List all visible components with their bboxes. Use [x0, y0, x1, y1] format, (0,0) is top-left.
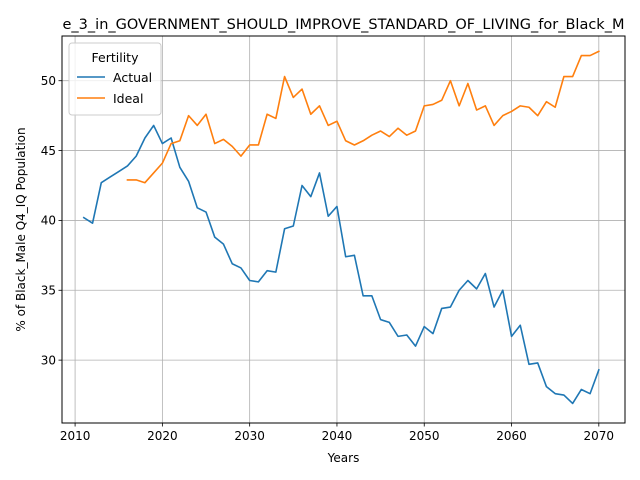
series-line-ideal	[126, 50, 600, 184]
x-tick-label: 2060	[496, 429, 527, 443]
x-axis-label: Years	[327, 451, 360, 465]
grid	[62, 36, 625, 423]
y-axis-label: % of Black_Male Q4_IQ Population	[14, 127, 28, 331]
plot-frame	[61, 35, 626, 424]
legend-label-actual: Actual	[113, 70, 152, 85]
y-tick-label: 50	[41, 74, 56, 88]
x-tick-label: 2050	[409, 429, 440, 443]
legend: Fertility Actual Ideal	[68, 42, 162, 116]
legend-box	[68, 42, 162, 116]
y-tick-label: 45	[41, 144, 56, 158]
x-tick-label: 2010	[60, 429, 91, 443]
y-tick-label: 35	[41, 284, 56, 298]
legend-title: Fertility	[92, 50, 140, 65]
legend-label-ideal: Ideal	[113, 91, 143, 106]
y-tick-label: 30	[41, 353, 56, 367]
x-tick-label: 2070	[584, 429, 615, 443]
x-tick-label: 2020	[147, 429, 178, 443]
x-tick-label: 2030	[234, 429, 265, 443]
x-tick-label: 2040	[322, 429, 353, 443]
chart-title: e_3_in_GOVERNMENT_SHOULD_IMPROVE_STANDAR…	[63, 17, 625, 33]
axis-ticks: 2010 2020 2030 2040 2050 2060 2070 30 35 40 45 50	[41, 74, 614, 443]
series-lines	[82, 50, 600, 405]
series-line-actual	[82, 124, 600, 405]
y-tick-label: 40	[41, 214, 56, 228]
